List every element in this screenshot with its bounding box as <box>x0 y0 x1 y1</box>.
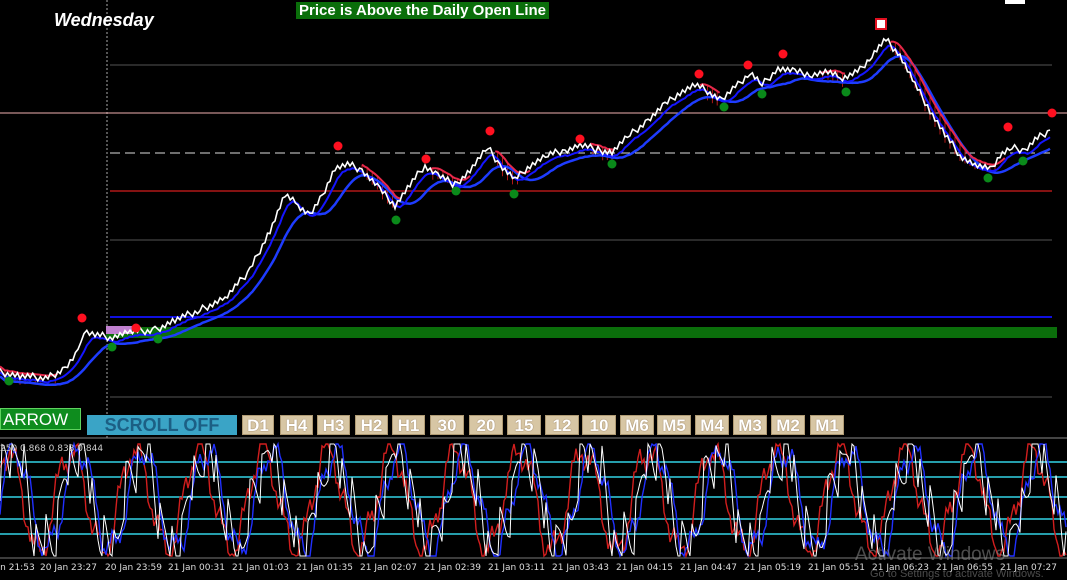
oscillator-white <box>0 442 1067 558</box>
time-label: 21 Jan 04:47 <box>680 563 737 573</box>
sell-signal-dot <box>1047 108 1057 118</box>
time-label: 21 Jan 05:19 <box>744 563 801 573</box>
timeframe-button-d1[interactable]: D1 <box>242 415 274 435</box>
oscillator-values: 250 0.868 0.833 0.844 <box>0 444 104 454</box>
bear-moving-average <box>361 163 401 200</box>
buy-signal-dot <box>107 342 117 352</box>
time-label: 21 Jan 00:31 <box>168 563 225 573</box>
buy-signal-dot <box>983 173 993 183</box>
time-label: 21 Jan 05:51 <box>808 563 865 573</box>
timeframe-button-m1[interactable]: M1 <box>810 415 844 435</box>
timeframe-button-m4[interactable]: M4 <box>695 415 729 435</box>
sell-signal-dot <box>778 49 788 59</box>
bear-moving-average <box>0 365 58 377</box>
bear-moving-average <box>590 142 615 151</box>
timeframe-button-h2[interactable]: H2 <box>355 415 388 435</box>
buy-signal-dot <box>841 87 851 97</box>
time-label: 21 Jan 04:15 <box>616 563 673 573</box>
chart-corner-box <box>1005 0 1025 4</box>
time-label: 21 Jan 06:23 <box>872 563 929 573</box>
day-label: Wednesday <box>54 10 154 30</box>
buy-signal-dot <box>509 189 519 199</box>
time-label: 21 Jan 06:55 <box>936 563 993 573</box>
timeframe-button-15[interactable]: 15 <box>507 415 541 435</box>
buy-signal-dot <box>4 376 14 386</box>
arrow-button[interactable]: ARROW <box>0 408 81 430</box>
buy-signal-dot <box>451 186 461 196</box>
fast-moving-average <box>0 44 1051 384</box>
sell-signal-dot <box>575 134 585 144</box>
scroll-toggle-button[interactable]: SCROLL OFF <box>87 415 237 435</box>
bear-moving-average <box>699 83 721 94</box>
buy-signal-dot <box>607 159 617 169</box>
open-marker <box>106 326 132 334</box>
sell-signal-dot <box>1003 122 1013 132</box>
time-label: Jan 21:53 <box>0 563 35 573</box>
time-label: 21 Jan 03:11 <box>488 563 545 573</box>
time-label: 20 Jan 23:27 <box>40 563 97 573</box>
slow-moving-average <box>0 54 1051 387</box>
time-label: 21 Jan 02:39 <box>424 563 481 573</box>
signal-dots <box>4 49 1057 386</box>
time-label: 21 Jan 01:03 <box>232 563 289 573</box>
timeframe-button-30[interactable]: 30 <box>430 415 464 435</box>
timeframe-button-m6[interactable]: M6 <box>620 415 654 435</box>
timeframe-button-h1[interactable]: H1 <box>392 415 425 435</box>
sell-signal-dot <box>485 126 495 136</box>
time-label: 21 Jan 01:35 <box>296 563 353 573</box>
activate-windows-watermark: Activate Windows <box>855 544 1005 565</box>
buy-signal-dot <box>1018 156 1028 166</box>
trend-banner: Price is Above the Daily Open Line <box>296 2 550 19</box>
timeframe-button-m2[interactable]: M2 <box>771 415 805 435</box>
sell-signal-dot <box>333 141 343 151</box>
buy-signal-dot <box>757 89 767 99</box>
bear-moving-average <box>890 40 1006 166</box>
bear-moving-average <box>429 167 471 182</box>
sell-signal-dot <box>131 323 141 333</box>
timeframe-button-10[interactable]: 10 <box>582 415 616 435</box>
time-label: 21 Jan 03:43 <box>552 563 609 573</box>
timeframe-button-h3[interactable]: H3 <box>317 415 350 435</box>
time-label: 21 Jan 07:27 <box>1000 563 1057 573</box>
sell-signal-dot <box>77 313 87 323</box>
activate-windows-subtext: Go to Settings to activate Windows. <box>870 568 1044 580</box>
sell-signal-dot <box>694 69 704 79</box>
buy-signal-dot <box>719 102 729 112</box>
main-chart-panel[interactable] <box>0 0 1067 440</box>
price-line <box>0 37 1051 383</box>
timeframe-button-m5[interactable]: M5 <box>657 415 691 435</box>
timeframe-button-12[interactable]: 12 <box>545 415 579 435</box>
timeframe-button-20[interactable]: 20 <box>469 415 503 435</box>
timeframe-button-h4[interactable]: H4 <box>280 415 313 435</box>
sell-signal-dot <box>743 60 753 70</box>
buy-signal-dot <box>391 215 401 225</box>
time-label: 21 Jan 02:07 <box>360 563 417 573</box>
oscillator-panel[interactable] <box>0 437 1067 559</box>
time-label: 20 Jan 23:59 <box>105 563 162 573</box>
timeframe-button-m3[interactable]: M3 <box>733 415 767 435</box>
sell-signal-dot <box>421 154 431 164</box>
daily-open-zone <box>106 327 1057 338</box>
buy-signal-dot <box>153 334 163 344</box>
alert-marker <box>875 18 887 30</box>
